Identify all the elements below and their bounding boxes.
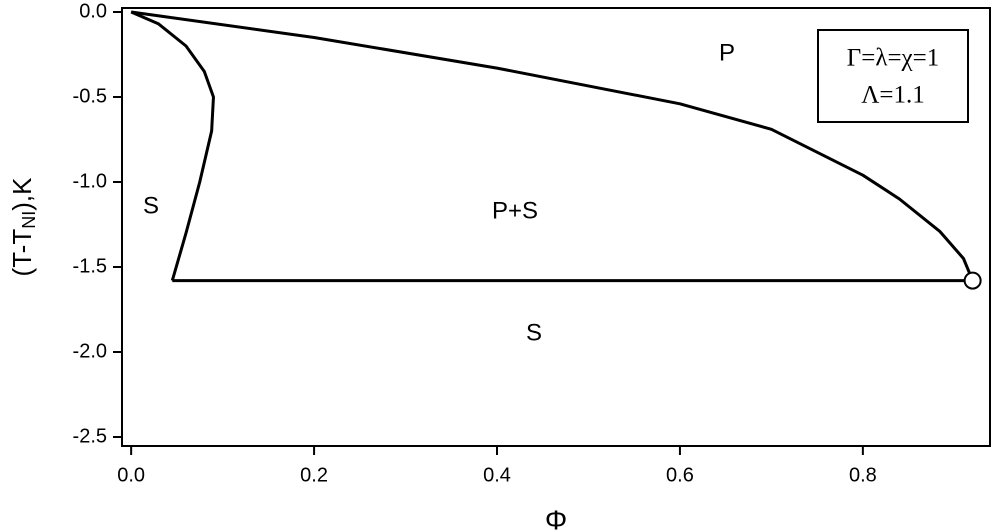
y-tick-label: -1.0	[73, 170, 107, 192]
plot-frame	[121, 7, 991, 447]
x-tick-label: 0.6	[666, 464, 694, 486]
x-axis-label: Φ	[545, 504, 567, 532]
y-axis-label-part: (T-T	[7, 229, 37, 277]
line	[130, 10, 215, 282]
x-tick-label: 0.4	[483, 464, 511, 486]
y-tick-label: -1.5	[73, 255, 107, 277]
annotation: P+S	[492, 197, 538, 224]
y-tick-label: -2.5	[73, 425, 107, 447]
y-tick-label: -0.5	[73, 85, 107, 107]
y-axis-label-part: ),K	[7, 177, 37, 211]
x-tick-label: 0.2	[300, 464, 328, 486]
y-axis-label: (T-TNI),K	[7, 177, 39, 277]
x-tick-label: 0.8	[849, 464, 877, 486]
annotation: P	[719, 39, 735, 66]
x-tick-label: 0.0	[117, 464, 145, 486]
legend-text: Γ=λ=χ=1	[847, 45, 939, 72]
y-tick-label: 0.0	[79, 0, 107, 22]
end-point	[963, 271, 982, 290]
legend-box	[817, 29, 969, 123]
y-axis-label-sub: NI	[19, 211, 39, 229]
legend-text: Λ=1.1	[861, 82, 924, 109]
annotation: S	[526, 319, 542, 346]
y-tick-label: -2.0	[73, 340, 107, 362]
annotation: S	[143, 192, 159, 219]
line	[130, 10, 975, 282]
